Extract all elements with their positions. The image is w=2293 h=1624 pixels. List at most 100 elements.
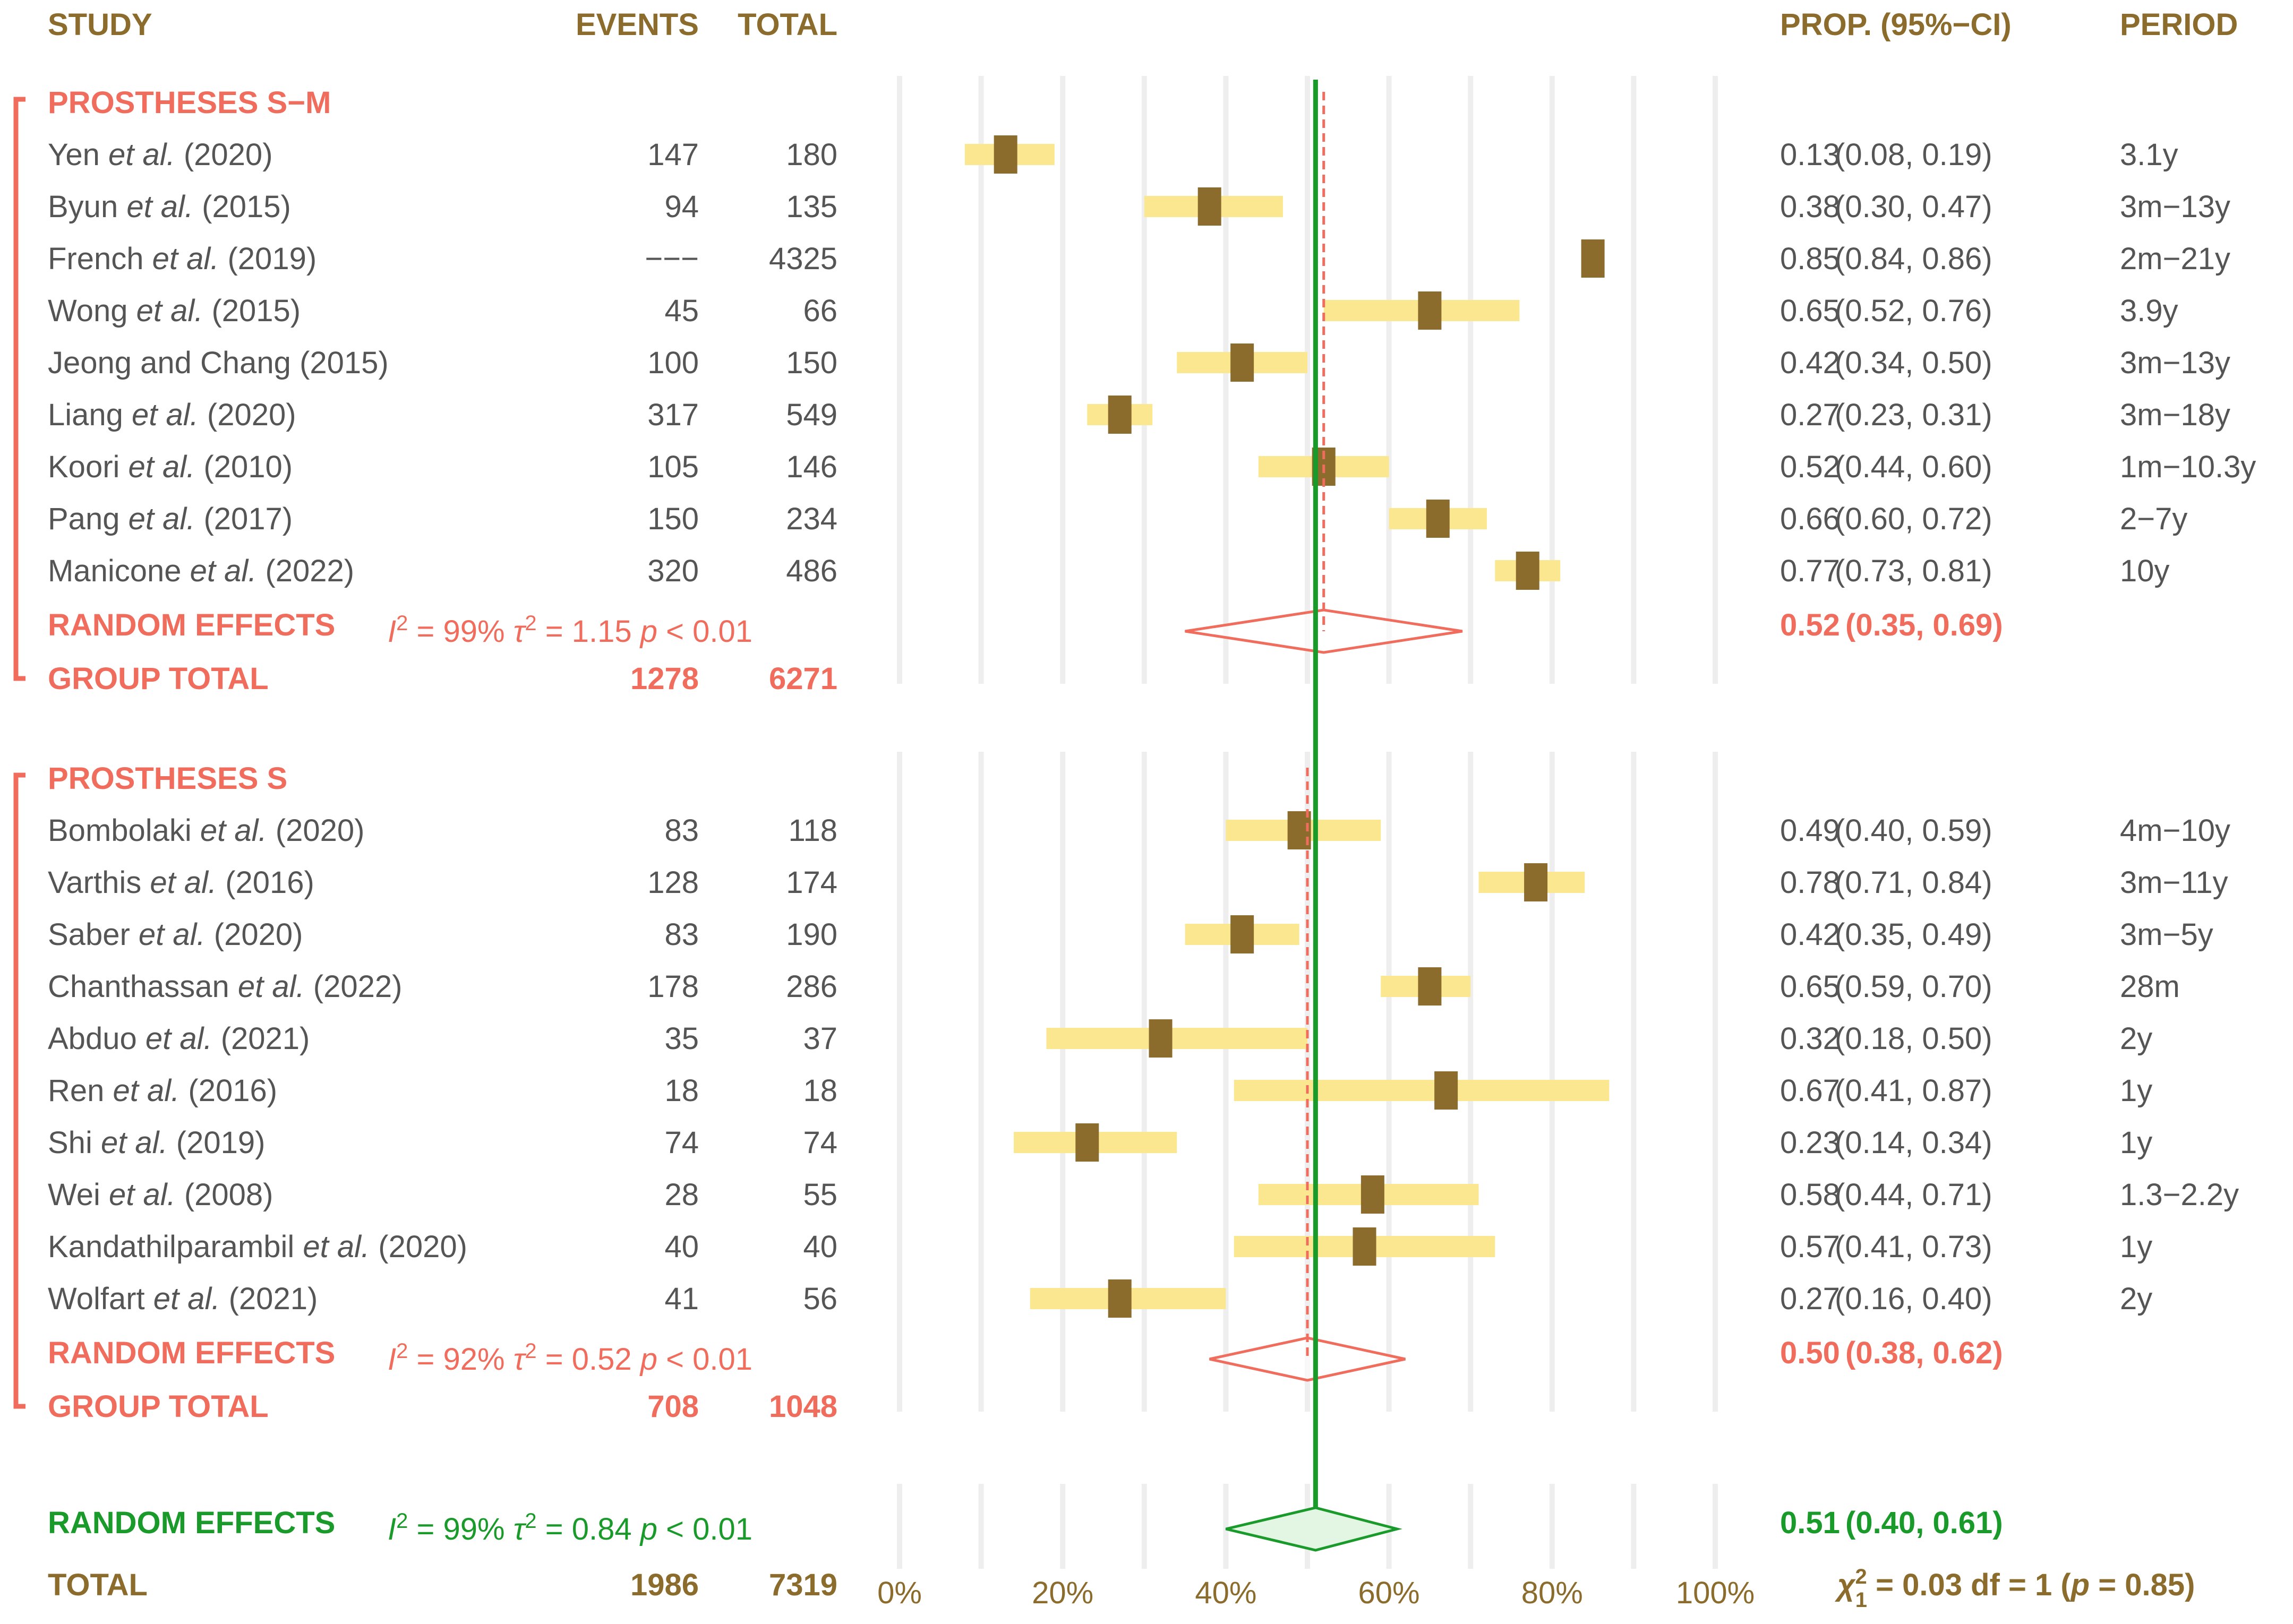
- study-prop: 0.65: [1780, 294, 1840, 328]
- study-name: Saber et al. (2020): [48, 917, 303, 952]
- study-name: French et al. (2019): [48, 242, 316, 276]
- ci-bar: [1234, 1080, 1610, 1101]
- study-prop: 0.27: [1780, 398, 1840, 432]
- header-study: STUDY: [48, 7, 152, 42]
- estimate-square: [1524, 863, 1548, 901]
- group-total-label: GROUP TOTAL: [48, 1389, 269, 1424]
- study-ci: (0.40, 0.59): [1835, 813, 1992, 848]
- study-prop: 0.27: [1780, 1282, 1840, 1316]
- study-prop: 0.65: [1780, 969, 1840, 1004]
- header-prop: PROP. (95%−CI): [1780, 7, 2012, 42]
- study-total: 135: [786, 190, 837, 224]
- estimate-square: [1516, 552, 1539, 590]
- group-title: PROSTHESES S: [48, 761, 287, 796]
- group-total-events: 708: [647, 1389, 699, 1424]
- estimate-square: [1418, 967, 1442, 1006]
- study-name: Wolfart et al. (2021): [48, 1282, 318, 1316]
- study-period: 10y: [2120, 554, 2170, 588]
- study-period: 2y: [2120, 1021, 2152, 1056]
- foreground-layer: [994, 80, 1605, 1552]
- study-events: 150: [647, 502, 699, 536]
- study-period: 3m−11y: [2120, 865, 2228, 900]
- random-prop: 0.52: [1780, 608, 1840, 642]
- study-ci: (0.41, 0.73): [1835, 1230, 1992, 1264]
- group-total-total: 6271: [769, 661, 837, 696]
- study-period: 3m−13y: [2120, 190, 2230, 224]
- study-prop: 0.85: [1780, 242, 1840, 276]
- study-ci: (0.35, 0.49): [1835, 917, 1992, 952]
- study-period: 3m−18y: [2120, 398, 2230, 432]
- study-prop: 0.57: [1780, 1230, 1840, 1264]
- study-events: 128: [647, 865, 699, 900]
- estimate-square: [1108, 1279, 1132, 1318]
- overall-total-total: 7319: [769, 1568, 837, 1602]
- study-ci: (0.16, 0.40): [1835, 1282, 1992, 1316]
- study-events: 40: [664, 1230, 699, 1264]
- study-period: 3.1y: [2120, 138, 2178, 172]
- study-name: Ren et al. (2016): [48, 1073, 277, 1108]
- study-events: 320: [647, 554, 699, 588]
- study-name: Bombolaki et al. (2020): [48, 813, 364, 848]
- study-ci: (0.23, 0.31): [1835, 398, 1992, 432]
- study-period: 1y: [2120, 1125, 2152, 1160]
- random-ci: (0.38, 0.62): [1845, 1336, 2003, 1370]
- overall-total-events: 1986: [630, 1568, 699, 1602]
- estimate-square: [1361, 1175, 1384, 1214]
- study-prop: 0.78: [1780, 865, 1840, 900]
- study-ci: (0.52, 0.76): [1835, 294, 1992, 328]
- estimate-square: [1108, 396, 1132, 434]
- study-prop: 0.42: [1780, 917, 1840, 952]
- study-events: 45: [664, 294, 699, 328]
- study-name: Chanthassan et al. (2022): [48, 969, 402, 1004]
- estimate-square: [994, 135, 1017, 174]
- study-total: 486: [786, 554, 837, 588]
- study-total: 74: [803, 1125, 837, 1160]
- estimate-square: [1418, 291, 1442, 330]
- group-title: PROSTHESES S−M: [48, 85, 331, 120]
- study-period: 1.3−2.2y: [2120, 1178, 2239, 1212]
- study-period: 2−7y: [2120, 502, 2187, 536]
- heterogeneity-stats: I2 = 99% τ2 = 1.15 p < 0.01: [388, 612, 752, 649]
- study-prop: 0.58: [1780, 1178, 1840, 1212]
- study-total: 18: [803, 1073, 837, 1108]
- study-events: 105: [647, 450, 699, 484]
- study-ci: (0.34, 0.50): [1835, 346, 1992, 380]
- overall-ci: (0.40, 0.61): [1845, 1506, 2003, 1540]
- study-ci: (0.71, 0.84): [1835, 865, 1992, 900]
- study-events: 147: [647, 138, 699, 172]
- study-period: 4m−10y: [2120, 813, 2230, 848]
- group-total-total: 1048: [769, 1389, 837, 1424]
- random-effects-label: RANDOM EFFECTS: [48, 608, 335, 642]
- study-events: 100: [647, 346, 699, 380]
- study-name: Kandathilparambil et al. (2020): [48, 1230, 467, 1264]
- study-total: 146: [786, 450, 837, 484]
- study-name: Shi et al. (2019): [48, 1125, 265, 1160]
- study-total: 56: [803, 1282, 837, 1316]
- overall-random-label: RANDOM EFFECTS: [48, 1506, 335, 1540]
- overall-prop: 0.51: [1780, 1506, 1840, 1540]
- x-tick-label: 40%: [1195, 1576, 1256, 1610]
- study-ci: (0.30, 0.47): [1835, 190, 1992, 224]
- study-total: 66: [803, 294, 837, 328]
- study-name: Koori et al. (2010): [48, 450, 293, 484]
- study-total: 150: [786, 346, 837, 380]
- study-total: 286: [786, 969, 837, 1004]
- estimate-square: [1581, 239, 1605, 278]
- overall-total-label: TOTAL: [48, 1568, 148, 1602]
- group-total-events: 1278: [630, 661, 699, 696]
- study-events: 178: [647, 969, 699, 1004]
- study-prop: 0.67: [1780, 1073, 1840, 1108]
- x-tick-label: 20%: [1032, 1576, 1093, 1610]
- random-prop: 0.50: [1780, 1336, 1840, 1370]
- header-period: PERIOD: [2120, 7, 2238, 42]
- estimate-square: [1230, 915, 1254, 953]
- study-name: Abduo et al. (2021): [48, 1021, 310, 1056]
- x-tick-label: 60%: [1358, 1576, 1420, 1610]
- study-period: 1y: [2120, 1230, 2152, 1264]
- study-prop: 0.32: [1780, 1021, 1840, 1056]
- x-tick-label: 100%: [1676, 1576, 1755, 1610]
- group-bracket: [13, 97, 25, 681]
- study-period: 2y: [2120, 1282, 2152, 1316]
- study-events: 317: [647, 398, 699, 432]
